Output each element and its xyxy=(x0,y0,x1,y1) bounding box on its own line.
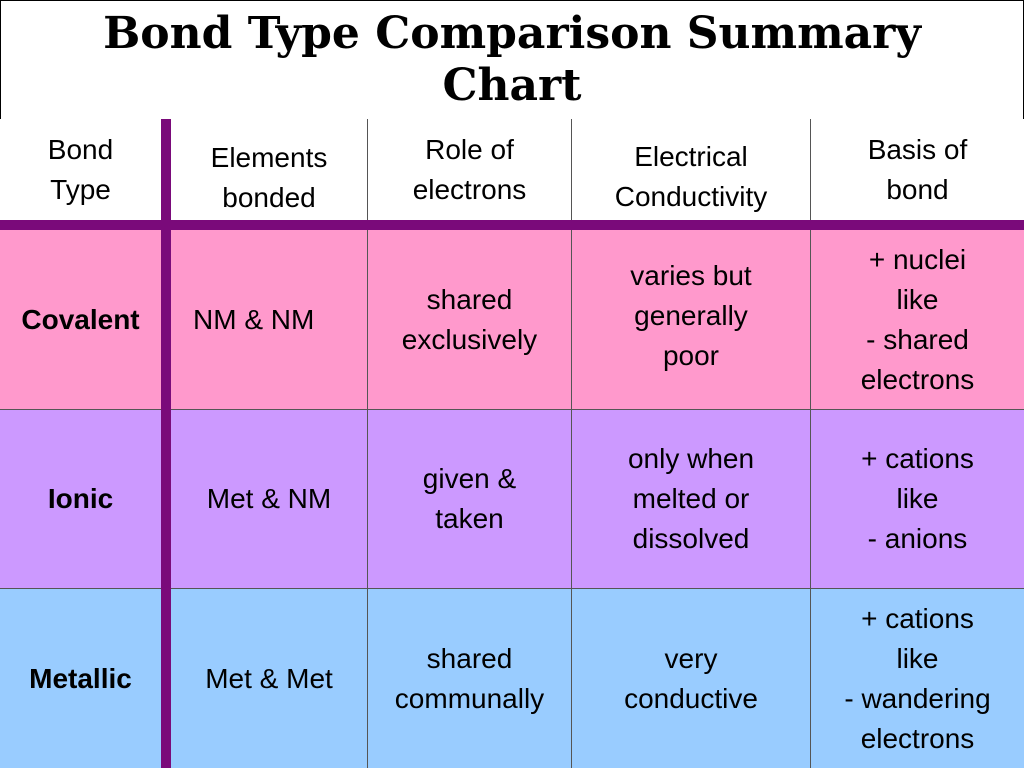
header-bond-type: Bond Type xyxy=(0,119,161,220)
row-covalent-bond-type: Covalent xyxy=(0,230,161,409)
header-electrical-conductivity: Electrical Conductivity xyxy=(572,119,810,220)
row-divider xyxy=(0,409,1024,410)
row-ionic-elements: Met & NM xyxy=(171,410,367,588)
row-ionic-conductivity: only when melted or dissolved xyxy=(572,410,810,588)
title-box: Bond Type Comparison Summary Chart xyxy=(0,0,1024,120)
row-divider xyxy=(0,588,1024,589)
row-covalent-basis: + nuclei like - shared electrons xyxy=(811,230,1024,409)
row-metallic-bond-type: Metallic xyxy=(0,589,161,768)
column-divider xyxy=(367,119,368,768)
row-ionic-basis: + cations like - anions xyxy=(811,410,1024,588)
row-covalent-conductivity: varies but generally poor xyxy=(572,230,810,409)
row-metallic-conductivity: very conductive xyxy=(572,589,810,768)
column-divider xyxy=(571,119,572,768)
column-divider xyxy=(810,119,811,768)
row-covalent-role: shared exclusively xyxy=(368,230,571,409)
row-ionic-bond-type: Ionic xyxy=(0,410,161,588)
header-basis-of-bond: Basis of bond xyxy=(811,119,1024,220)
row-metallic-basis: + cations like - wandering electrons xyxy=(811,589,1024,768)
slide-title: Bond Type Comparison Summary Chart xyxy=(103,8,921,111)
header-elements-bonded: Elements bonded xyxy=(171,119,367,220)
row-covalent-elements: NM & NM xyxy=(171,230,367,409)
header-role-of-electrons: Role of electrons xyxy=(368,119,571,220)
purple-header-divider xyxy=(0,220,1024,230)
row-metallic-elements: Met & Met xyxy=(171,589,367,768)
row-ionic-role: given & taken xyxy=(368,410,571,588)
row-metallic-role: shared communally xyxy=(368,589,571,768)
purple-column-divider xyxy=(161,119,171,768)
